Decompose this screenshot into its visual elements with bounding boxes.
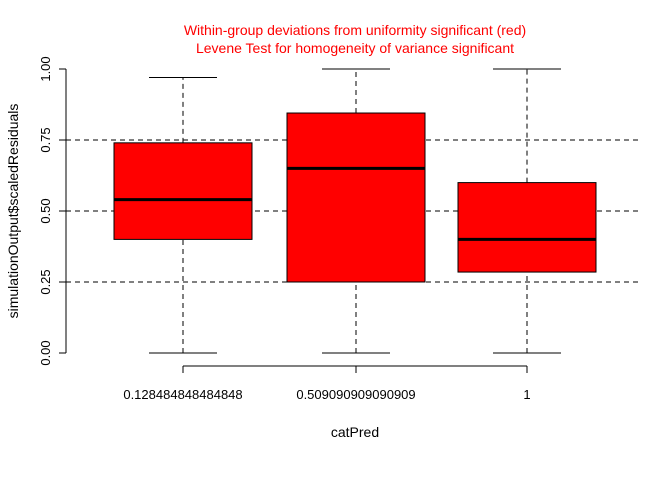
x-tick-label-2: 1 (523, 387, 530, 402)
y-tick-label-1: 0.25 (38, 269, 53, 294)
x-axis: 0.128484848484848 0.509090909090909 1 (123, 365, 531, 402)
chart-title-line-1: Within-group deviations from uniformity … (184, 22, 526, 38)
x-tick-label-0: 0.128484848484848 (123, 387, 242, 402)
y-tick-label-0: 0.00 (38, 340, 53, 365)
y-tick-label-3: 0.75 (38, 127, 53, 152)
box-rect-1 (286, 112, 426, 283)
x-tick-label-1: 0.509090909090909 (296, 387, 415, 402)
x-axis-label: catPred (331, 424, 379, 440)
chart-title-line-2: Levene Test for homogeneity of variance … (196, 40, 514, 56)
y-axis-label: simulationOutput$scaledResiduals (5, 104, 21, 319)
box-rect-2 (457, 182, 597, 273)
y-tick-label-4: 1.00 (38, 56, 53, 81)
box-1 (286, 68, 426, 354)
box-rect-0 (113, 142, 253, 240)
boxes (113, 68, 597, 354)
box-2 (457, 68, 597, 354)
y-axis: 0.00 0.25 0.50 0.75 1.00 (38, 56, 67, 366)
box-0 (113, 77, 253, 354)
y-tick-label-2: 0.50 (38, 198, 53, 223)
